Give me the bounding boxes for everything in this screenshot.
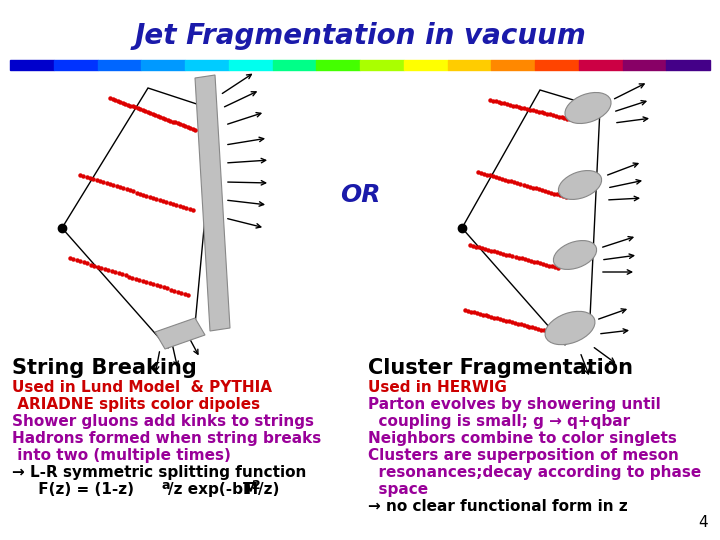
Text: Used in Lund Model  & PYTHIA: Used in Lund Model & PYTHIA [12,380,272,395]
Text: 4: 4 [698,515,708,530]
Text: Cluster Fragmentation: Cluster Fragmentation [368,358,633,378]
Bar [10,60,54,70]
Ellipse shape [565,92,611,124]
Text: Hadrons formed when string breaks: Hadrons formed when string breaks [12,431,321,446]
Text: /z): /z) [258,482,279,497]
Bar [404,60,448,70]
Bar [229,60,272,70]
Bar [185,60,229,70]
Bar [141,60,185,70]
Text: Clusters are superposition of meson: Clusters are superposition of meson [368,448,679,463]
Text: /z exp(-bM: /z exp(-bM [168,482,258,497]
Polygon shape [195,75,230,331]
Text: OR: OR [340,183,380,207]
Text: coupling is small; g → q+qbar: coupling is small; g → q+qbar [368,414,630,429]
Text: resonances;decay according to phase: resonances;decay according to phase [368,465,701,480]
Bar [360,60,404,70]
Bar [491,60,535,70]
Ellipse shape [545,312,595,345]
Text: F(z) = (1-z): F(z) = (1-z) [12,482,134,497]
Bar [666,60,710,70]
Bar [535,60,579,70]
Text: → no clear functional form in z: → no clear functional form in z [368,499,628,514]
Text: Used in HERWIG: Used in HERWIG [368,380,507,395]
Bar [272,60,316,70]
Text: a: a [162,479,171,492]
Bar [623,60,666,70]
Ellipse shape [554,240,597,269]
Bar [54,60,97,70]
Polygon shape [155,318,205,349]
Text: 2: 2 [252,479,261,492]
Bar [316,60,360,70]
Bar [448,60,491,70]
Text: Jet Fragmentation in vacuum: Jet Fragmentation in vacuum [134,22,586,50]
Text: Shower gluons add kinks to strings: Shower gluons add kinks to strings [12,414,314,429]
Text: String Breaking: String Breaking [12,358,197,378]
Text: space: space [368,482,428,497]
Text: ARIADNE splits color dipoles: ARIADNE splits color dipoles [12,397,260,412]
Text: Parton evolves by showering until: Parton evolves by showering until [368,397,661,412]
Text: Neighbors combine to color singlets: Neighbors combine to color singlets [368,431,677,446]
Text: → L-R symmetric splitting function: → L-R symmetric splitting function [12,465,307,480]
Text: T: T [243,482,253,497]
Bar [97,60,141,70]
Bar [579,60,623,70]
Ellipse shape [559,171,602,199]
Text: into two (multiple times): into two (multiple times) [12,448,231,463]
